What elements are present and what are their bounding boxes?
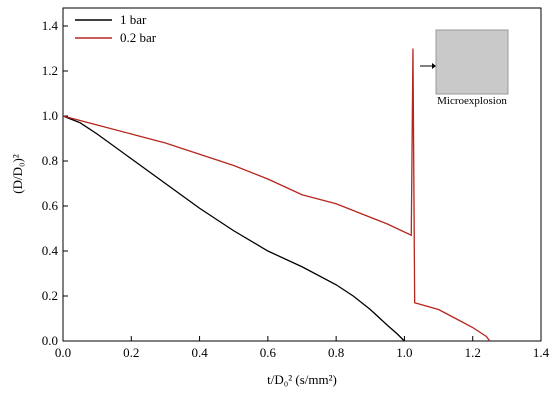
legend-label: 1 bar xyxy=(120,12,147,27)
series-line xyxy=(62,48,491,342)
legend-label: 0.2 bar xyxy=(120,30,157,45)
series-line xyxy=(62,115,405,342)
x-tick-label: 0.4 xyxy=(191,345,208,360)
plot-frame xyxy=(62,7,542,342)
inset-image xyxy=(435,29,509,95)
x-tick-label: 1.4 xyxy=(533,345,550,360)
y-axis-label: (D/D₀)² xyxy=(10,154,25,194)
annotation: Microexplosion xyxy=(437,95,507,107)
arrow-head xyxy=(432,63,436,69)
y-tick-label: 1.4 xyxy=(42,18,59,33)
y-tick-label: 1.2 xyxy=(42,63,58,78)
x-tick-label: 0.6 xyxy=(260,345,277,360)
x-axis-label: t/D₀² (s/mm²) xyxy=(267,372,337,387)
y-tick-label: 0.2 xyxy=(42,288,58,303)
x-tick-label: 0.0 xyxy=(55,345,71,360)
y-tick-label: 0.4 xyxy=(42,243,59,258)
x-tick-label: 1.0 xyxy=(396,345,412,360)
x-tick-label: 0.8 xyxy=(328,345,344,360)
y-tick-label: 0.6 xyxy=(42,198,59,213)
y-tick-label: 0.0 xyxy=(42,333,58,348)
x-tick-label: 1.2 xyxy=(465,345,481,360)
y-tick-label: 0.8 xyxy=(42,153,58,168)
y-tick-label: 1.0 xyxy=(42,108,58,123)
x-tick-label: 0.2 xyxy=(123,345,139,360)
